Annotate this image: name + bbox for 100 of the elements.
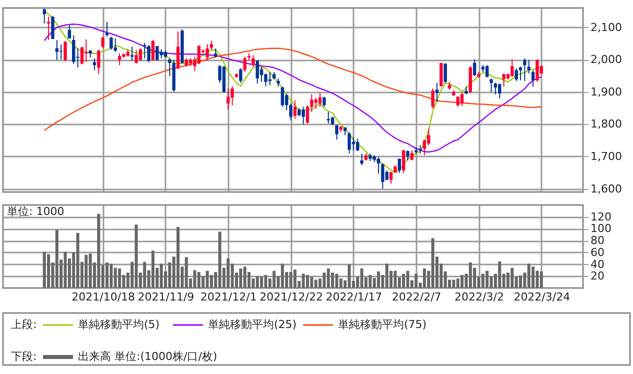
bar <box>118 268 122 288</box>
x-tick-label: 2022/2/7 <box>392 290 442 304</box>
candlestick <box>422 139 426 156</box>
bar <box>406 270 410 288</box>
candlestick <box>460 92 464 107</box>
annotation: 単位: 1000 <box>7 205 64 218</box>
bar <box>536 270 539 288</box>
candlestick <box>289 103 292 121</box>
candlestick <box>97 49 100 75</box>
bar <box>368 274 372 288</box>
x-tick-label: 2021/12/22 <box>260 290 323 304</box>
x-tick-label: 2021/12/1 <box>200 290 257 304</box>
y-tick-label: 1,600 <box>590 182 622 196</box>
bar <box>76 232 80 288</box>
y-tick-label: 40 <box>590 258 604 271</box>
candlestick <box>176 31 180 70</box>
candlestick <box>226 88 230 110</box>
bar <box>114 268 117 288</box>
candlestick <box>531 70 535 88</box>
bar <box>314 280 318 288</box>
candlestick <box>523 58 526 82</box>
bar <box>256 276 259 288</box>
bar <box>42 252 46 288</box>
candlestick <box>197 44 200 65</box>
candlestick <box>490 78 493 92</box>
y-tick-label: 1,700 <box>590 150 622 163</box>
candlestick <box>134 49 138 64</box>
candlestick <box>80 46 84 65</box>
bar <box>385 264 388 288</box>
bar <box>160 264 163 288</box>
bar <box>184 257 188 288</box>
candlestick <box>518 66 522 81</box>
candlestick <box>72 34 76 64</box>
candlestick <box>243 56 246 72</box>
bar <box>452 280 456 288</box>
legend-label: 出来高 単位:(1000株/口/枚) <box>78 350 218 363</box>
bar <box>402 274 406 288</box>
candlestick <box>360 153 364 166</box>
bar <box>527 264 530 288</box>
candlestick <box>318 92 322 108</box>
x-tick-label: 2021/11/9 <box>138 290 194 304</box>
candlestick <box>256 60 259 84</box>
bar <box>176 226 180 288</box>
candlestick <box>293 100 297 120</box>
candlestick <box>444 63 447 84</box>
bar <box>193 270 196 288</box>
bar <box>498 261 502 288</box>
candlestick <box>381 163 384 190</box>
candlestick <box>514 68 518 82</box>
y-tick-label: 80 <box>590 234 604 248</box>
bar <box>218 232 222 288</box>
legend-label: 単純移動平均(5) <box>78 318 160 331</box>
bar <box>486 270 489 288</box>
bar <box>310 276 314 288</box>
x-tick-label: 2022/3/24 <box>514 290 570 304</box>
x-tick-label: 2022/1/17 <box>326 290 382 304</box>
candlestick <box>398 158 401 174</box>
candlestick <box>302 106 305 125</box>
candlestick <box>143 42 146 59</box>
candlestick <box>510 58 514 78</box>
legend-label: 単純移動平均(25) <box>208 318 297 331</box>
bar <box>264 274 268 288</box>
bar <box>243 266 246 288</box>
bar <box>414 274 418 288</box>
candlestick <box>101 36 104 49</box>
candlestick <box>147 44 150 63</box>
candlestick <box>92 58 96 71</box>
candlestick <box>348 131 351 154</box>
bar <box>460 274 464 288</box>
candlestick <box>314 96 318 110</box>
bar <box>519 276 522 288</box>
y-tick-label: 1,800 <box>590 118 622 131</box>
candlestick <box>410 150 414 161</box>
bar <box>84 254 88 288</box>
candlestick <box>310 94 314 112</box>
bar <box>226 258 230 288</box>
bar <box>532 266 535 288</box>
bar <box>394 270 397 288</box>
candlestick <box>230 86 234 106</box>
candlestick <box>306 104 310 124</box>
candlestick <box>138 48 142 62</box>
y-tick-label: 20 <box>590 270 604 283</box>
candlestick <box>440 62 443 88</box>
bar <box>481 274 484 288</box>
candlestick <box>51 16 54 40</box>
candlestick <box>456 96 460 108</box>
bar <box>306 274 309 288</box>
candlestick <box>326 111 330 124</box>
bar <box>260 276 264 288</box>
bar <box>331 272 334 288</box>
bar <box>143 262 146 288</box>
bar <box>302 274 305 288</box>
candlestick <box>156 46 159 62</box>
bar <box>456 278 460 288</box>
y-tick-label: 100 <box>590 222 612 236</box>
candlestick <box>252 54 255 68</box>
candlestick <box>527 59 530 74</box>
bar <box>326 268 330 288</box>
candlestick <box>64 40 67 62</box>
candlestick <box>502 73 506 88</box>
